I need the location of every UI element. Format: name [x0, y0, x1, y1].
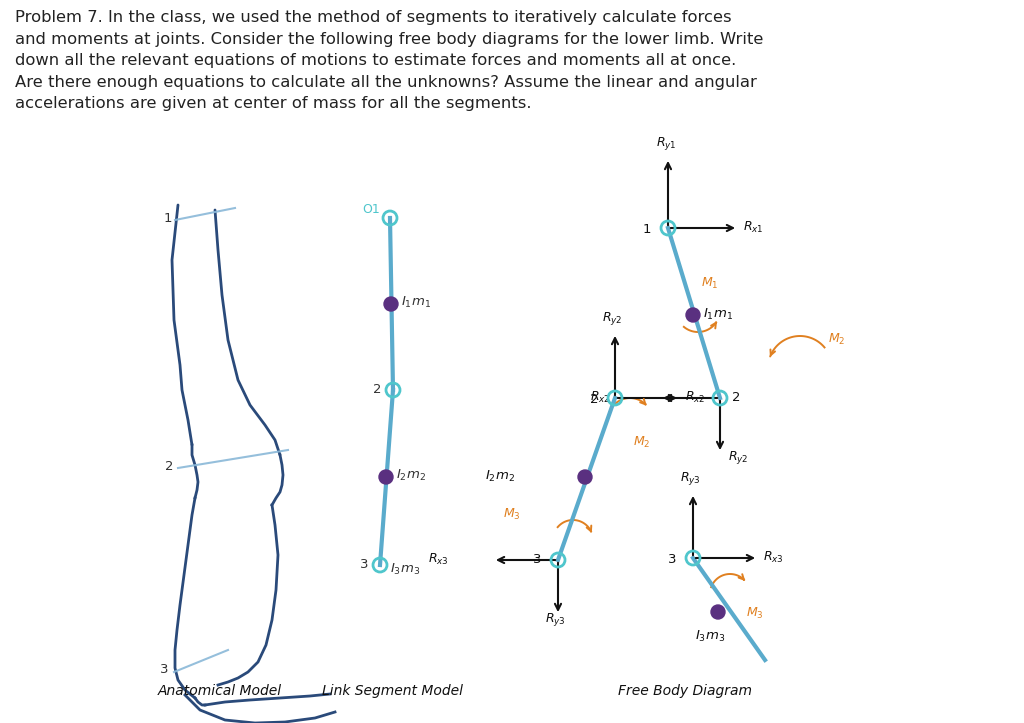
Text: 2: 2: [732, 391, 740, 404]
Circle shape: [711, 605, 725, 619]
Text: 3: 3: [534, 553, 542, 566]
Text: 2: 2: [166, 460, 174, 473]
Text: $R_{x2}$: $R_{x2}$: [685, 390, 706, 405]
Text: $M_3$: $M_3$: [746, 606, 764, 621]
Text: $R_{x3}$: $R_{x3}$: [763, 550, 783, 565]
Text: $M_2$: $M_2$: [633, 435, 650, 450]
Text: Link Segment Model: Link Segment Model: [323, 684, 464, 698]
Circle shape: [384, 297, 398, 311]
Text: Anatomical Model: Anatomical Model: [158, 684, 282, 698]
Text: $I_1m_1$: $I_1m_1$: [401, 295, 431, 310]
Text: $R_{y1}$: $R_{y1}$: [655, 135, 676, 152]
Text: $R_{y3}$: $R_{y3}$: [545, 611, 565, 628]
Text: 1: 1: [164, 212, 172, 225]
Text: $M_2$: $M_2$: [828, 332, 846, 347]
Text: $I_1m_1$: $I_1m_1$: [703, 307, 733, 322]
Text: $R_{y2}$: $R_{y2}$: [728, 449, 749, 466]
Text: $R_{x2}$: $R_{x2}$: [590, 390, 610, 405]
Text: $R_{x3}$: $R_{x3}$: [428, 552, 449, 567]
Text: Free Body Diagram: Free Body Diagram: [618, 684, 752, 698]
Text: $I_2m_2$: $I_2m_2$: [485, 469, 515, 484]
Text: $R_{y2}$: $R_{y2}$: [602, 310, 623, 327]
Circle shape: [379, 470, 393, 484]
Circle shape: [578, 470, 592, 484]
Text: $I_2m_2$: $I_2m_2$: [396, 468, 426, 483]
Text: 2: 2: [590, 393, 598, 406]
Text: 3: 3: [668, 553, 677, 566]
Text: Problem 7. In the class, we used the method of segments to iteratively calculate: Problem 7. In the class, we used the met…: [15, 10, 763, 111]
Text: $I_3m_3$: $I_3m_3$: [695, 629, 725, 644]
Text: 3: 3: [160, 663, 168, 676]
Text: 3: 3: [359, 558, 368, 571]
Text: 2: 2: [373, 383, 381, 396]
Text: 1: 1: [643, 223, 651, 236]
Text: $M_3$: $M_3$: [503, 507, 520, 522]
Circle shape: [686, 308, 700, 322]
Text: $R_{x1}$: $R_{x1}$: [743, 220, 764, 235]
Text: $M_1$: $M_1$: [701, 276, 719, 291]
Text: $I_3m_3$: $I_3m_3$: [390, 562, 420, 577]
Text: $R_{y3}$: $R_{y3}$: [680, 470, 700, 487]
Text: O1: O1: [362, 203, 380, 216]
